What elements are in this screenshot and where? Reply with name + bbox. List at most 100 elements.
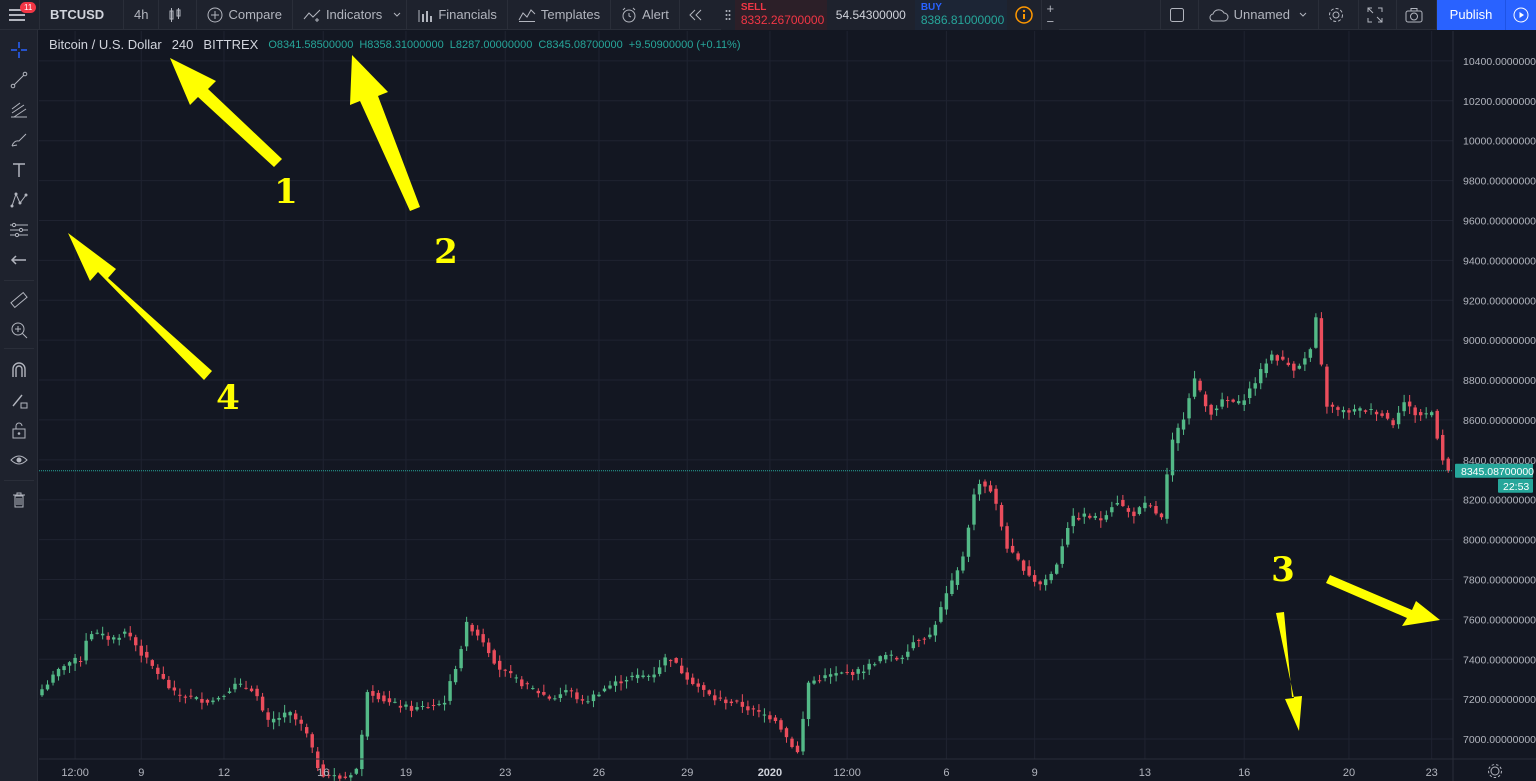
square-icon bbox=[1169, 7, 1184, 22]
y-tick-label: 9800.00000000 bbox=[1463, 176, 1536, 188]
candle-body bbox=[718, 697, 723, 699]
templates-button[interactable]: Templates bbox=[508, 0, 612, 30]
candle-body bbox=[1325, 366, 1329, 407]
y-tick-label: 7600.00000000 bbox=[1463, 614, 1536, 626]
candle-body bbox=[1027, 566, 1031, 576]
y-tick-label: 7000.00000000 bbox=[1463, 734, 1536, 746]
candle-body bbox=[437, 703, 441, 705]
candle-body bbox=[823, 675, 827, 679]
pattern-tool[interactable] bbox=[0, 186, 38, 214]
candle-body bbox=[861, 671, 866, 673]
candle-body bbox=[1396, 412, 1401, 425]
candle-body bbox=[442, 702, 447, 705]
main-menu-button[interactable]: 11 bbox=[0, 0, 40, 30]
candle-body bbox=[227, 691, 232, 693]
candle-body bbox=[51, 674, 55, 683]
play-button[interactable] bbox=[1505, 0, 1536, 30]
candle-body bbox=[828, 674, 833, 677]
prediction-tool[interactable] bbox=[0, 216, 38, 244]
candle-body bbox=[724, 699, 728, 704]
candle-body bbox=[1077, 517, 1081, 520]
plus-circle-icon bbox=[207, 7, 223, 22]
candle-body bbox=[1082, 513, 1086, 517]
magnet-tool[interactable] bbox=[0, 356, 38, 384]
rewind-icon bbox=[689, 9, 702, 20]
candle-body bbox=[751, 708, 756, 710]
text-icon bbox=[13, 163, 25, 177]
measure-tool[interactable] bbox=[0, 286, 38, 314]
candle-body bbox=[575, 692, 579, 700]
publish-button[interactable]: Publish bbox=[1437, 0, 1505, 30]
fullscreen-button[interactable] bbox=[1359, 0, 1397, 30]
zoom-in-small-button[interactable]: + bbox=[1046, 0, 1055, 16]
candle-body bbox=[211, 700, 215, 703]
candle-body bbox=[244, 687, 248, 689]
stay-in-drawing-mode-tool[interactable] bbox=[0, 386, 38, 414]
brush-tool[interactable] bbox=[0, 126, 38, 154]
x-tick-label: 16 bbox=[317, 767, 329, 779]
candle-body bbox=[509, 671, 513, 674]
candle-body bbox=[1104, 515, 1109, 520]
alert-button[interactable]: Alert bbox=[611, 0, 680, 30]
y-tick-label: 7400.00000000 bbox=[1463, 654, 1536, 666]
candle-body bbox=[889, 654, 893, 656]
candle-body bbox=[271, 718, 276, 723]
candle-body bbox=[1137, 507, 1142, 515]
symbol-search-button[interactable]: BTCUSD bbox=[40, 0, 124, 30]
buy-button[interactable]: BUY 8386.81000000 bbox=[914, 0, 1007, 30]
trend-line-tool[interactable] bbox=[0, 66, 38, 94]
chevron-down-icon bbox=[1299, 12, 1307, 17]
candle-body bbox=[917, 639, 921, 641]
indicators-button[interactable]: Indicators bbox=[293, 0, 408, 30]
text-tool[interactable] bbox=[0, 156, 38, 184]
candle-body bbox=[773, 717, 778, 722]
candle-body bbox=[1380, 413, 1384, 416]
candle-body bbox=[591, 694, 596, 702]
countdown-tag bbox=[1498, 478, 1533, 493]
candle-body bbox=[895, 657, 899, 660]
interval-button[interactable]: 4h bbox=[124, 0, 160, 30]
candle-body bbox=[404, 704, 408, 707]
candle-body bbox=[1176, 427, 1180, 444]
candle-body bbox=[801, 718, 805, 752]
legend-symbol-title[interactable]: Bitcoin / U.S. Dollar bbox=[49, 37, 162, 52]
settings-button[interactable] bbox=[1319, 0, 1359, 30]
hide-drawings-tool[interactable] bbox=[0, 446, 38, 474]
y-tick-label: 9000.00000000 bbox=[1463, 335, 1536, 347]
financials-button[interactable]: Financials bbox=[407, 0, 508, 30]
remove-drawings-tool[interactable] bbox=[0, 486, 38, 514]
back-tool[interactable] bbox=[0, 246, 38, 274]
layout-select-button[interactable] bbox=[1159, 0, 1199, 30]
pitchfork-tool[interactable] bbox=[0, 96, 38, 124]
candle-body bbox=[1319, 318, 1324, 365]
candle-body bbox=[150, 660, 155, 666]
time-axis-settings-button[interactable] bbox=[1488, 764, 1502, 778]
snapshot-button[interactable] bbox=[1397, 0, 1437, 30]
save-layout-button[interactable]: Unnamed bbox=[1199, 0, 1319, 30]
price-chart[interactable]: 10400.00000000 10200.00000000 10000.000000… bbox=[39, 31, 1536, 781]
candle-body bbox=[304, 727, 309, 734]
info-button[interactable] bbox=[1006, 0, 1041, 30]
candle-body bbox=[475, 629, 480, 636]
crosshair-tool[interactable] bbox=[0, 36, 38, 64]
y-tick-label: 9200.00000000 bbox=[1463, 295, 1536, 307]
compare-button[interactable]: Compare bbox=[197, 0, 293, 30]
candle-body bbox=[691, 677, 695, 685]
eye-icon bbox=[10, 455, 28, 465]
candle-body bbox=[668, 660, 673, 662]
sell-button[interactable]: SELL 8332.26700000 bbox=[734, 0, 827, 30]
spread-value: 54.54300000 bbox=[826, 0, 915, 30]
candle-body bbox=[117, 637, 121, 640]
candle-body bbox=[1391, 420, 1395, 426]
replay-button[interactable] bbox=[680, 0, 717, 30]
y-tick-label: 7800.00000000 bbox=[1463, 574, 1536, 586]
sell-label: SELL bbox=[740, 2, 767, 13]
chart-type-button[interactable] bbox=[159, 0, 198, 30]
drag-handle[interactable] bbox=[720, 0, 735, 30]
candle-body bbox=[999, 505, 1004, 527]
zoom-tool[interactable] bbox=[0, 316, 38, 344]
zoom-out-small-button[interactable]: − bbox=[1046, 13, 1055, 29]
candle-body bbox=[702, 685, 706, 690]
lock-drawings-tool[interactable] bbox=[0, 416, 38, 444]
candle-body bbox=[1192, 378, 1197, 397]
